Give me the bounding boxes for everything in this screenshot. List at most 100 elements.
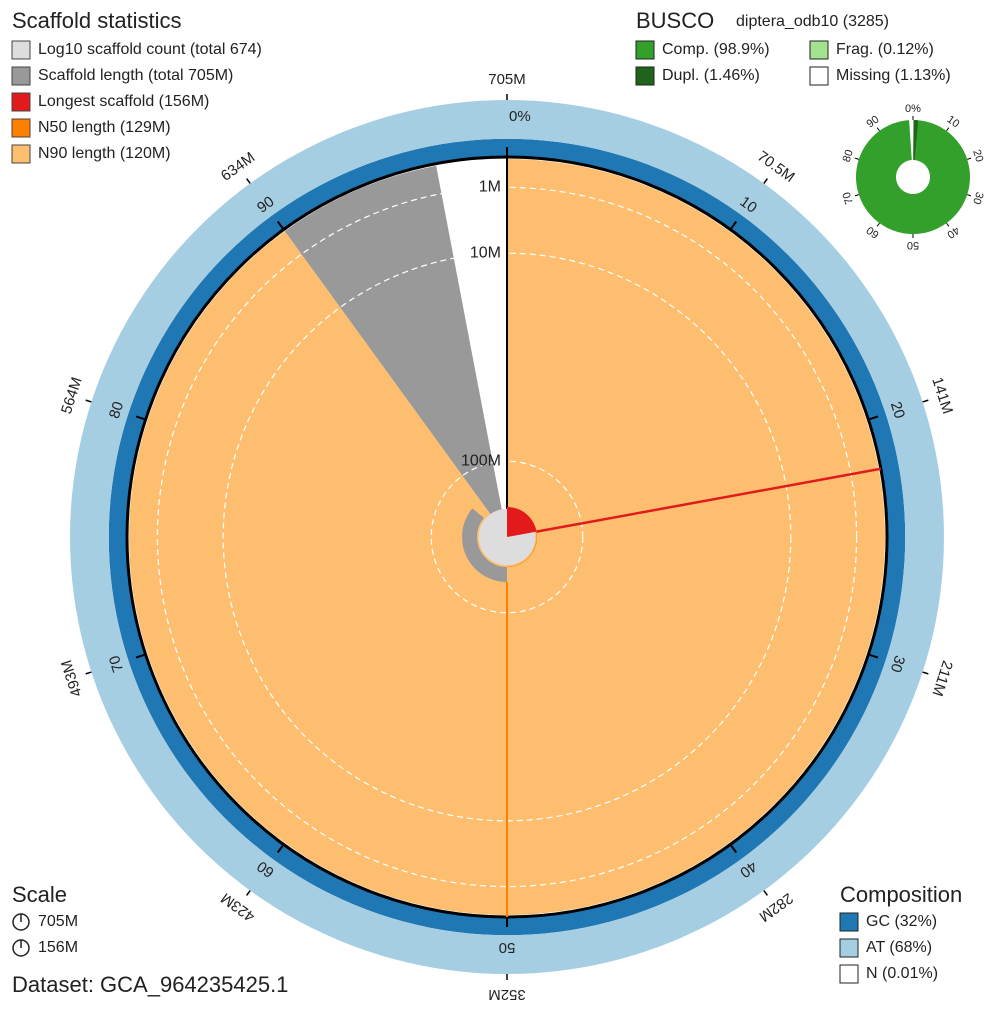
legend-swatch [635, 40, 655, 60]
busco-tick-label: 50 [907, 239, 919, 251]
length-tick [246, 890, 251, 896]
busco-tick-label: 90 [864, 113, 881, 130]
busco-lineage: diptera_odb10 (3285) [736, 13, 889, 30]
pct-tick [135, 415, 146, 421]
busco-tick-label: 80 [841, 148, 856, 163]
length-tick [763, 178, 768, 184]
scale-label: 156M [38, 939, 78, 956]
length-tick [922, 399, 929, 403]
length-ring [462, 508, 507, 582]
longest-wedge [507, 507, 537, 537]
busco-tick [946, 222, 950, 227]
pct-tick [868, 415, 879, 421]
pct-tick-label: 40 [737, 857, 760, 881]
busco-tick [854, 194, 859, 197]
pct-tick-label: 30 [887, 653, 908, 674]
legend-label: Frag. (0.12%) [836, 41, 934, 58]
busco-segment [909, 120, 912, 161]
pct-tick [868, 653, 879, 659]
legend-label: Dupl. (1.46%) [662, 67, 760, 84]
pct-tick-label: 60 [254, 857, 277, 881]
radial-tick-label: 1M [479, 179, 501, 196]
legend-swatch [809, 66, 829, 86]
longest-line [536, 467, 882, 533]
radial-grid [430, 460, 584, 614]
legend-label: Log10 scaffold count (total 674) [38, 41, 262, 58]
busco-segment [913, 120, 919, 161]
composition-title: Composition [840, 882, 962, 907]
pct-tick-label: 20 [887, 400, 908, 421]
busco-tick [946, 127, 950, 132]
radial-tick-label: 100M [461, 452, 501, 469]
legend-label: N90 length (120M) [38, 145, 171, 162]
pct-tick [729, 220, 738, 231]
length-tick-label: 564M [58, 375, 86, 416]
busco-tick-label: 20 [970, 148, 985, 163]
length-tick-label: 423M [218, 889, 258, 925]
legend-swatch [839, 938, 859, 958]
length-tick-label: 705M [488, 71, 526, 88]
pct-tick-label: 70 [106, 653, 127, 674]
busco-tick-label: 60 [864, 224, 881, 241]
busco-tick [854, 157, 859, 160]
length-tick [85, 671, 92, 675]
busco-tick [967, 194, 972, 197]
scale-label: 705M [38, 913, 78, 930]
length-tick-label: 493M [58, 658, 86, 699]
busco-tick-label: 10 [945, 113, 962, 130]
legend-swatch [11, 118, 31, 138]
pct-tick [276, 220, 285, 231]
scale-title: Scale [12, 882, 67, 907]
legend-swatch [839, 912, 859, 932]
legend-swatch [11, 92, 31, 112]
legend-label: Comp. (98.9%) [662, 41, 770, 58]
legend-label: N (0.01%) [866, 965, 938, 982]
length-tick-label: 634M [218, 149, 258, 185]
length-tick-label: 70.5M [754, 148, 798, 186]
legend-swatch [839, 964, 859, 984]
length-tick-label: 282M [756, 889, 796, 925]
length-tick [922, 671, 929, 675]
pct-tick [276, 843, 285, 854]
length-tick [85, 399, 92, 403]
legend-label: AT (68%) [866, 939, 932, 956]
legend-swatch [11, 66, 31, 86]
busco-tick-label: 40 [945, 224, 962, 241]
busco-title: BUSCO [636, 8, 714, 33]
pct-tick-label: 80 [106, 400, 127, 421]
legend-label: Missing (1.13%) [836, 67, 951, 84]
pct-tick [135, 653, 146, 659]
pct-tick-label: 0% [509, 108, 531, 125]
length-tick [246, 178, 251, 184]
length-tick-label: 141M [928, 375, 956, 416]
pct-tick-label: 90 [254, 193, 277, 217]
legend-swatch [809, 40, 829, 60]
radial-tick-label: 10M [470, 244, 501, 261]
pct-tick-label: 50 [499, 939, 516, 956]
legend-label: Longest scaffold (156M) [38, 93, 209, 110]
legend-label: Scaffold length (total 705M) [38, 67, 233, 84]
legend-swatch [11, 144, 31, 164]
legend-swatch [11, 40, 31, 60]
dataset: Dataset: GCA_964235425.1 [12, 972, 288, 997]
stats-title: Scaffold statistics [12, 8, 182, 33]
pct-tick-label: 10 [737, 193, 760, 217]
legend-label: GC (32%) [866, 913, 937, 930]
busco-tick [876, 127, 880, 132]
busco-tick [876, 222, 880, 227]
busco-tick-label: 0% [905, 103, 921, 115]
legend-swatch [635, 66, 655, 86]
pct-tick [729, 843, 738, 854]
busco-tick [967, 157, 972, 160]
busco-segment [909, 120, 914, 161]
radial-grid [156, 186, 858, 888]
length-tick-label: 211M [928, 658, 955, 698]
busco-segment [856, 120, 971, 235]
busco-tick-label: 30 [970, 190, 985, 205]
length-tick [763, 890, 768, 896]
busco-tick-label: 70 [841, 190, 856, 205]
legend-label: N50 length (129M) [38, 119, 171, 136]
length-tick-label: 352M [488, 986, 526, 1003]
